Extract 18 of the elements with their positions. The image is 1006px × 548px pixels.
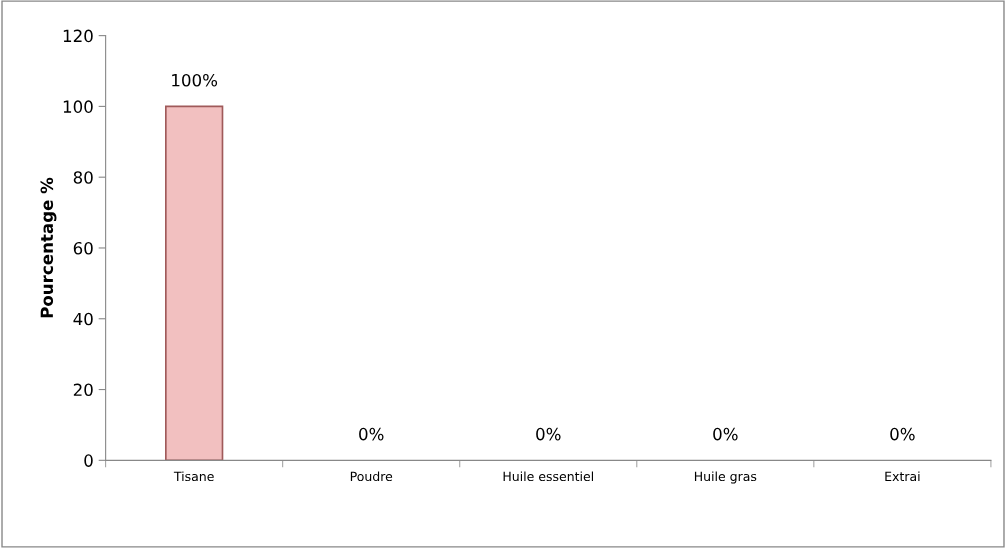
x-tick-label: Poudre bbox=[350, 471, 393, 482]
x-tick-label: Huile essentiel bbox=[503, 471, 593, 482]
data-label: 0% bbox=[713, 427, 738, 441]
x-tick-label: Huile gras bbox=[694, 471, 757, 484]
data-label: 0% bbox=[890, 427, 915, 441]
y-tick-label: 20 bbox=[73, 383, 93, 397]
y-tick-label: 80 bbox=[73, 171, 93, 184]
y-tick-label: 40 bbox=[73, 312, 93, 326]
data-label: 0% bbox=[536, 427, 561, 441]
x-tick-label: Tisane bbox=[173, 471, 214, 482]
y-tick-label: 100 bbox=[63, 100, 93, 113]
y-axis-title: Pourcentage % bbox=[40, 177, 57, 318]
x-tick-label: Extrai bbox=[885, 471, 920, 482]
y-tick-label: 120 bbox=[63, 29, 93, 43]
data-label: 0% bbox=[359, 427, 384, 441]
y-tick-label: 0 bbox=[84, 454, 93, 467]
data-label: 100% bbox=[172, 73, 218, 87]
y-tick-label: 60 bbox=[73, 241, 93, 255]
